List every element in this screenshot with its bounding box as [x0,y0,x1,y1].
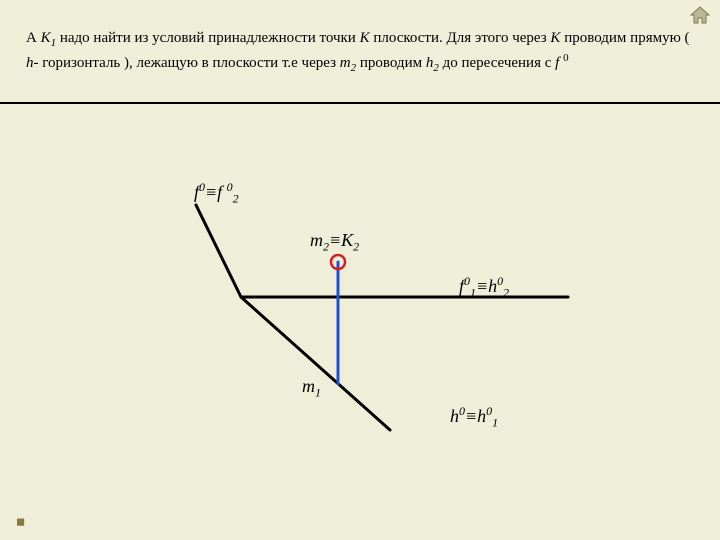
footer-bullet: ◼ [16,515,25,528]
label-f02: f0≡f 02 [194,180,239,207]
label-m1: m1 [302,376,321,401]
description-text: А K1 надо найти из условий принадлежност… [26,28,694,76]
label-f01h02: f01≡h02 [459,274,509,301]
home-icon[interactable] [690,6,710,24]
geometry-diagram [0,0,720,540]
separator-line [0,102,720,104]
label-m2K2: m2≡K2 [310,230,359,255]
label-h0h01: h0≡h01 [450,404,498,431]
